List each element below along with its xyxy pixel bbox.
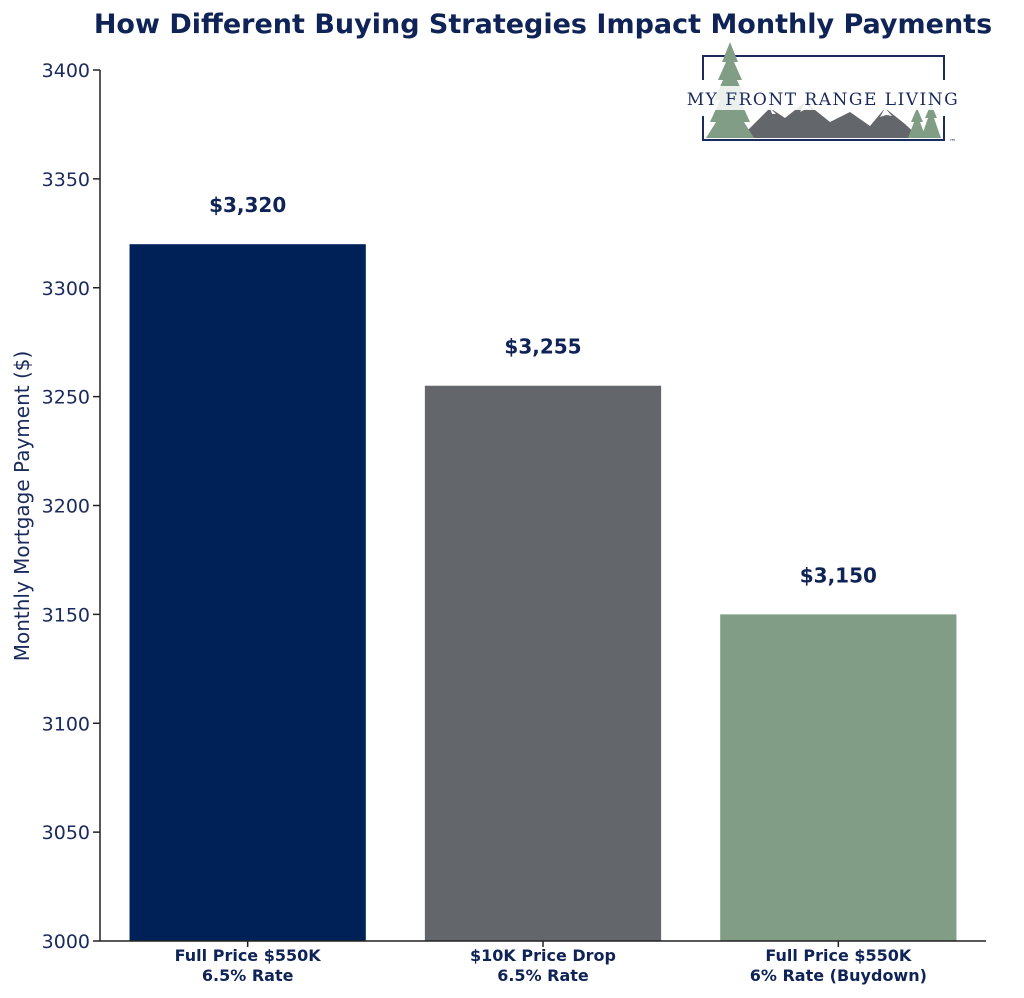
x-tick-label: 6.5% Rate [202, 966, 294, 985]
y-tick-label: 3150 [42, 604, 90, 626]
y-tick-label: 3300 [42, 278, 90, 300]
brand-logo: MY FRONT RANGE LIVING ™ [680, 42, 966, 146]
bar-value-label: $3,150 [800, 563, 877, 587]
logo-frame [702, 55, 945, 80]
mountain-icon [740, 102, 920, 138]
x-tick-label: Full Price $550K [175, 946, 322, 965]
bar [720, 614, 957, 941]
x-tick-label: Full Price $550K [765, 946, 912, 965]
x-tick-label: 6.5% Rate [497, 966, 589, 985]
logo-text: MY FRONT RANGE LIVING [687, 90, 959, 110]
y-tick-label: 3200 [42, 496, 90, 518]
y-tick-label: 3400 [42, 60, 90, 82]
x-tick-label: $10K Price Drop [470, 946, 616, 965]
bar [129, 244, 366, 941]
bar-value-label: $3,255 [504, 335, 581, 359]
chart-title: How Different Buying Strategies Impact M… [94, 9, 992, 40]
bar-value-label: $3,320 [209, 193, 286, 217]
x-tick-label: 6% Rate (Buydown) [750, 966, 927, 985]
bar [424, 385, 662, 941]
y-tick-label: 3100 [42, 713, 90, 735]
y-tick-label: 3000 [42, 931, 90, 953]
y-tick-label: 3350 [42, 169, 90, 191]
logo-frame-bottom [702, 116, 945, 141]
y-axis-label: Monthly Mortgage Payment ($) [10, 351, 34, 662]
logo-text-backdrop [680, 86, 966, 110]
logo-trademark: ™ [949, 138, 956, 146]
y-tick-label: 3050 [42, 822, 90, 844]
y-tick-label: 3250 [42, 387, 90, 409]
